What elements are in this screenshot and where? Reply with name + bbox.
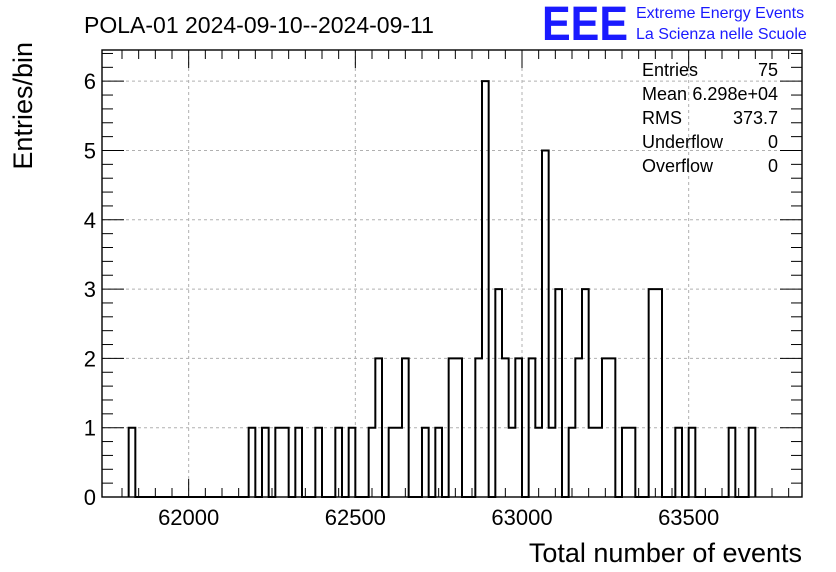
y-tick-label: 3 (84, 277, 96, 302)
y-tick-label: 2 (84, 346, 96, 371)
x-tick-label: 63000 (491, 505, 552, 530)
x-axis-label: Total number of events (529, 538, 802, 568)
y-tick-label: 4 (84, 208, 96, 233)
tick-labels: 62000 62500 63000 63500 0 1 2 3 4 5 6 (84, 69, 720, 530)
stats-value: 373.7 (733, 108, 778, 128)
stats-label: Entries (642, 60, 698, 80)
stats-label: Underflow (642, 132, 724, 152)
stats-label: Overflow (642, 156, 714, 176)
y-tick-label: 6 (84, 69, 96, 94)
stats-value: 6.298e+04 (692, 84, 778, 104)
stats-value: 0 (768, 156, 778, 176)
x-tick-label: 63500 (658, 505, 719, 530)
stats-value: 75 (758, 60, 778, 80)
histogram-series-line (127, 80, 757, 498)
chart-title: POLA-01 2024-09-10--2024-09-11 (84, 12, 434, 38)
y-tick-label: 5 (84, 138, 96, 163)
stats-label: RMS (642, 108, 682, 128)
y-axis-label: Entries/bin (8, 42, 38, 170)
grid-lines (102, 50, 802, 497)
logo-mark: EEE (542, 0, 628, 51)
plot-frame (101, 49, 803, 498)
x-tick-label: 62500 (325, 505, 386, 530)
stats-box: Entries 75 Mean 6.298e+04 RMS 373.7 Underflow 0… (642, 60, 778, 176)
y-tick-label: 1 (84, 416, 96, 441)
stats-label: Mean (642, 84, 687, 104)
stats-value: 0 (768, 132, 778, 152)
logo-line1: Extreme Energy Events (636, 5, 804, 22)
eee-logo: EEE Extreme Energy Events La Scienza nel… (542, 0, 807, 51)
x-tick-label: 62000 (158, 505, 219, 530)
y-tick-label: 0 (84, 485, 96, 510)
logo-line2: La Scienza nelle Scuole (636, 26, 807, 43)
axis-ticks (102, 50, 802, 498)
